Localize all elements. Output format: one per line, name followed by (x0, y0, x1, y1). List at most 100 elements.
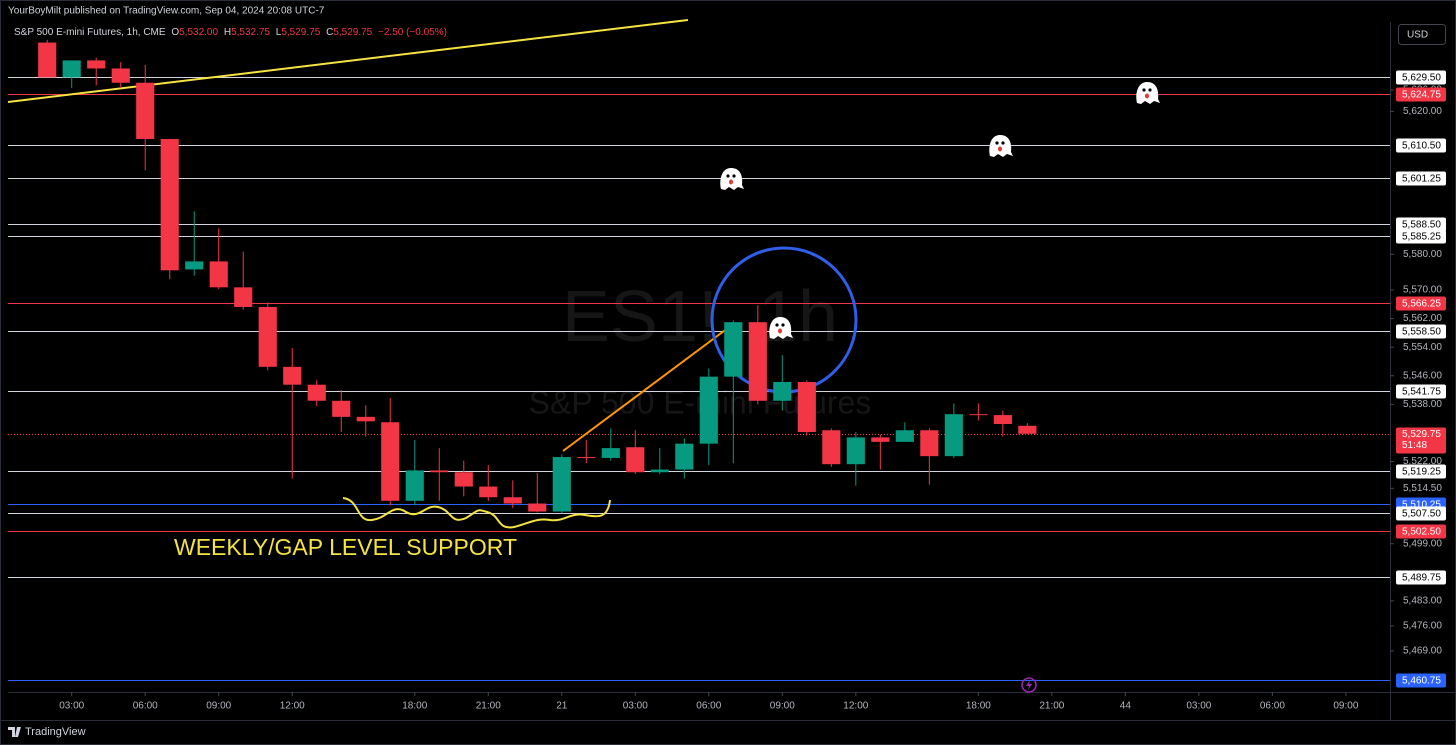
x-tick-label: 21:00 (476, 701, 501, 712)
legend-value: 5,532.75 (231, 27, 270, 38)
level-label-box (1396, 506, 1446, 521)
ghost-icon (720, 168, 744, 190)
candle-body (38, 42, 57, 78)
ghost-icons (720, 82, 1160, 339)
candle-body (871, 437, 890, 442)
currency-button-box[interactable] (1398, 24, 1446, 45)
candle-body (479, 486, 498, 498)
legend-key: H (224, 27, 231, 38)
candle-body (136, 82, 155, 140)
legend-change: −2.50 (−0.05%) (378, 27, 447, 38)
x-tick-label: 06:00 (696, 701, 721, 712)
time-axis: 03:00 06:00 09:00 12:00 18:00 21:00 21 03:00 06:… (59, 692, 1359, 712)
y-tick-label: 5,620.00 (1403, 106, 1442, 117)
ghost-mouth (998, 146, 1002, 152)
x-tick-label: 03:00 (623, 701, 648, 712)
candle-body (307, 384, 326, 401)
y-tick-label: 5,580.00 (1403, 249, 1442, 260)
publisher-line: YourBoyMilt published on TradingView.com… (8, 6, 325, 17)
ghost-eye (775, 323, 779, 327)
ghost-icon (769, 317, 793, 339)
ghost-mouth (729, 179, 733, 185)
ghost-eye (726, 174, 730, 178)
level-label-box (1396, 570, 1446, 585)
level-label-box (1396, 296, 1446, 311)
level-label: 5,566.25 (1402, 299, 1441, 310)
alert-icon[interactable] (1021, 677, 1037, 693)
candle-body (724, 322, 743, 377)
x-tick-label: 09:00 (206, 701, 231, 712)
candle-body (650, 469, 669, 473)
currency-label[interactable]: USD (1407, 30, 1428, 41)
x-tick-label: 06:00 (133, 701, 158, 712)
level-label-box (1396, 524, 1446, 539)
level-label: 5,610.50 (1402, 141, 1441, 152)
ghost-body (769, 317, 793, 339)
level-label-box (1396, 673, 1446, 688)
level-label-box (1396, 217, 1446, 232)
level-label-box (1396, 324, 1446, 339)
levels (8, 77, 1390, 681)
last-price-box (1396, 427, 1446, 454)
y-tick-label: 5,562.00 (1403, 313, 1442, 324)
legend-key: C (326, 27, 333, 38)
candle-body (626, 447, 645, 473)
currency-button[interactable]: USD (1398, 24, 1446, 45)
y-tick-label: 5,514.50 (1403, 483, 1442, 494)
candle-body (846, 437, 865, 465)
price-axis: 5,626.005,620.005,580.005,570.005,562.00… (1390, 70, 1446, 688)
legend-line: S&P 500 E-mini Futures, 1h, CME O5,532.0… (14, 27, 447, 38)
x-tick-label: 09:00 (1333, 701, 1358, 712)
candle-body (185, 261, 204, 270)
level-label: 5,489.75 (1402, 573, 1441, 584)
candle-body (1018, 425, 1037, 434)
brand-logo (8, 727, 21, 737)
candle-body (405, 470, 424, 501)
alert-icon-bolt[interactable] (1026, 680, 1032, 690)
candle-body (773, 382, 792, 401)
candle-body (454, 472, 473, 487)
y-tick-label: 5,546.00 (1403, 370, 1442, 381)
level-label: 5,507.50 (1402, 509, 1441, 520)
candle-body (503, 497, 522, 504)
x-tick-label: 12:00 (280, 701, 305, 712)
candle-body (920, 430, 939, 457)
watermark-symbol: ES1!, 1h (562, 277, 838, 357)
footer: TradingView (8, 726, 86, 738)
ghost-eye (781, 323, 785, 327)
y-tick-label: 5,499.00 (1403, 538, 1442, 549)
candle-body (209, 261, 228, 288)
last-price-label: 5,529.75 (1402, 429, 1441, 440)
x-tick-label: 03:00 (59, 701, 84, 712)
level-label-box (1396, 87, 1446, 102)
y-tick-label: 5,476.00 (1403, 621, 1442, 632)
x-tick-label: 03:00 (1186, 701, 1211, 712)
ghost-mouth (778, 328, 782, 334)
level-label: 5,460.75 (1402, 676, 1441, 687)
annotation: WEEKLY/GAP LEVEL SUPPORT (174, 534, 517, 560)
candle-body (601, 448, 620, 458)
level-label-box (1396, 138, 1446, 153)
level-label: 5,629.50 (1402, 73, 1441, 84)
level-label: 5,558.50 (1402, 327, 1441, 338)
level-label: 5,541.75 (1402, 387, 1441, 398)
candle-body (969, 414, 988, 416)
ghost-eye (1001, 141, 1005, 145)
x-tick-label: 18:00 (402, 701, 427, 712)
level-label: 5,588.50 (1402, 220, 1441, 231)
candle-body (430, 470, 449, 473)
x-tick-label: 06:00 (1260, 701, 1285, 712)
candle-body (797, 382, 816, 433)
alert-icon-circle[interactable] (1021, 677, 1037, 693)
candle-body (283, 366, 302, 385)
ghost-body (1136, 82, 1160, 104)
candle-body (822, 430, 841, 465)
ghost-body (720, 168, 744, 190)
candle-body (675, 443, 694, 470)
countdown-label: 51:48 (1402, 440, 1427, 451)
candles (38, 39, 1037, 514)
level-label-box (1396, 171, 1446, 186)
ghost-eye (1142, 88, 1146, 92)
y-tick-label: 5,570.00 (1403, 285, 1442, 296)
